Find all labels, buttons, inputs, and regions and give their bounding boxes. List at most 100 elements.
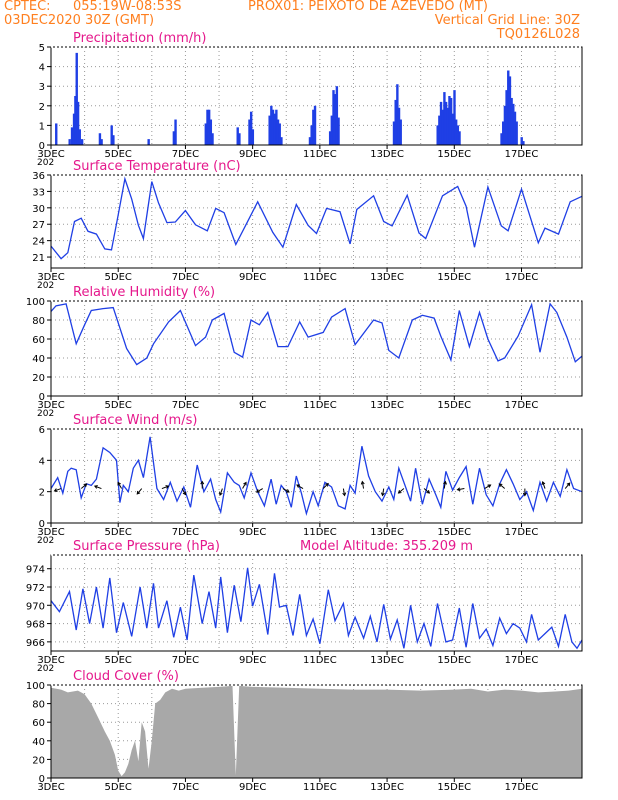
grid-note-label: Vertical Grid Line: 30Z (434, 13, 580, 28)
temp-xtick-label: 5DEC (105, 272, 132, 283)
precip-bar (515, 121, 518, 145)
wind-arrow (457, 488, 465, 491)
precip-xtick-label: 17DEC (505, 149, 539, 160)
rh-year-label: 202 (37, 409, 54, 419)
wind-arrow (296, 484, 304, 489)
precip-bar (251, 129, 255, 145)
wind-xtick-label: 17DEC (505, 527, 539, 538)
rh-xtick-label: 7DEC (172, 400, 199, 411)
temp-ytick-label: 27 (32, 220, 45, 231)
source-label: CPTEC: (4, 0, 51, 14)
precip-ytick-label: 2 (39, 102, 45, 113)
wind-line (50, 436, 583, 517)
wind-arrow-head (426, 490, 431, 494)
precip-ytick-label: 3 (39, 82, 45, 93)
wind-arrow-head (443, 480, 447, 485)
wind-arrow (80, 483, 87, 489)
precip-xtick-label: 9DEC (239, 149, 266, 160)
precip-bar (206, 109, 209, 145)
precip-bar (512, 103, 515, 145)
wind-xtick-label: 13DEC (370, 527, 404, 538)
precip-bar (449, 97, 453, 145)
wind-frame (50, 428, 583, 524)
precip-bar (174, 119, 177, 145)
precip-year-label: 202 (37, 158, 54, 168)
temp-xtick-label: 15DEC (437, 272, 471, 283)
wind-xtick-label: 3DEC (37, 527, 64, 538)
pres-panel (47, 554, 583, 655)
wind-arrow-head (325, 482, 329, 487)
wind-arrow (242, 482, 247, 489)
precip-bar (112, 135, 115, 145)
cloud-xtick-label: 9DEC (239, 782, 266, 793)
precip-bar (211, 133, 214, 145)
pres-xtick-label: 17DEC (505, 655, 539, 666)
wind-arrow-head (285, 489, 290, 493)
rh-ytick-label: 20 (32, 373, 45, 384)
rh-xtick-label: 3DEC (37, 400, 64, 411)
precip-bar (520, 137, 523, 145)
rh-xtick-label: 15DEC (437, 400, 471, 411)
wind-arrow (342, 488, 346, 496)
wind-arrow (542, 481, 546, 489)
pres-ytick-label: 972 (26, 583, 45, 594)
location-label: PROX01: PEIXOTO DE AZEVEDO (MT) (248, 0, 488, 14)
precip-bar (249, 111, 253, 145)
wind-arrow-head (487, 484, 492, 488)
rh-frame (50, 300, 583, 397)
precip-bar (74, 96, 77, 145)
temp-xtick-label: 3DEC (37, 272, 64, 283)
cloud-xtick-label: 17DEC (505, 782, 539, 793)
precip-bar (70, 127, 74, 145)
model-label: TQ0126L028 (496, 27, 580, 42)
precip-bar (310, 125, 313, 145)
rh-panel (47, 300, 583, 400)
precip-bar (502, 121, 505, 145)
precip-title: Precipitation (mm/h) (73, 31, 206, 46)
wind-ytick-label: 2 (39, 488, 45, 499)
rh-xtick-label: 5DEC (105, 400, 132, 411)
wind-arrow (181, 488, 187, 495)
temp-ytick-label: 33 (32, 187, 45, 198)
wind-arrow (322, 483, 329, 489)
precip-bar (503, 105, 507, 145)
temp-xtick-label: 17DEC (505, 272, 539, 283)
precip-bar (248, 119, 251, 145)
wind-arrow (499, 483, 506, 489)
wind-arrow-head (498, 483, 503, 488)
wind-arrow (398, 488, 405, 494)
precip-bar (110, 125, 113, 145)
precip-bar (280, 137, 283, 145)
pres-xtick-label: 11DEC (303, 655, 337, 666)
precip-bar (394, 99, 397, 145)
wind-arrow (361, 481, 365, 489)
wind-arrow-head (218, 492, 223, 497)
temp-year-label: 202 (37, 281, 54, 291)
precip-panel (47, 46, 583, 149)
pres-year-label: 202 (37, 664, 54, 674)
cloud-panel (47, 684, 583, 782)
pres-line (50, 567, 583, 650)
wind-arrow (94, 485, 102, 490)
precip-bar (236, 127, 239, 145)
wind-arrow (219, 488, 223, 496)
precip-bar (458, 131, 461, 145)
precip-bar (505, 90, 508, 145)
precip-bar (332, 90, 335, 145)
precip-ytick-label: 5 (39, 43, 45, 54)
pres-xtick-label: 15DEC (437, 655, 471, 666)
precip-xtick-label: 13DEC (370, 149, 404, 160)
precip-bar (276, 119, 280, 145)
temp-frame (50, 174, 583, 269)
precip-bar (436, 125, 439, 145)
cloud-title: Cloud Cover (%) (73, 669, 179, 684)
wind-arrow-head (360, 480, 365, 485)
precip-xtick-label: 5DEC (105, 149, 132, 160)
temp-xtick-label: 7DEC (172, 272, 199, 283)
cloud-area (51, 685, 582, 778)
cloud-ytick-label: 0 (39, 774, 45, 785)
wind-ytick-label: 4 (39, 456, 45, 467)
cloud-ytick-label: 100 (26, 681, 45, 692)
precip-bar (68, 139, 71, 145)
